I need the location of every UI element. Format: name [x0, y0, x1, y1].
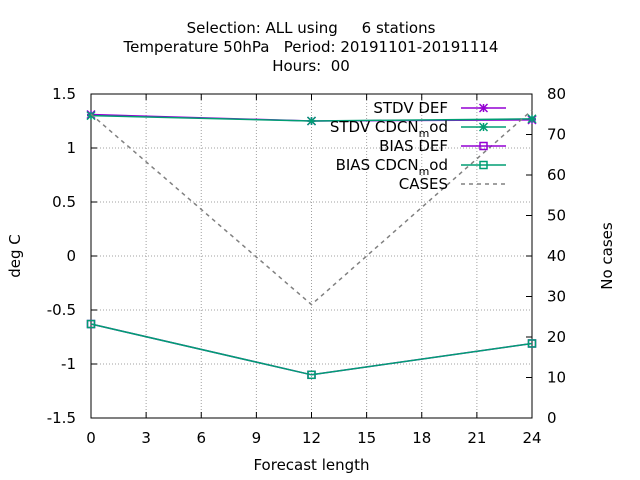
y2-axis-ticks: 0 10 20 30 40 50 60 70 80 — [526, 85, 566, 427]
y-tick-label: 0 — [66, 247, 76, 265]
x-axis-ticks: 0 3 6 9 12 15 18 21 24 — [86, 94, 542, 447]
x-tick-label: 0 — [86, 429, 96, 447]
grid — [91, 94, 532, 418]
series-line — [90, 323, 533, 376]
legend-label: STDV DEF — [373, 99, 448, 117]
y2-tick-label: 40 — [547, 247, 566, 265]
data-point — [306, 116, 317, 126]
y-axis-label: deg C — [6, 234, 24, 278]
legend-label: BIAS CDCNmod — [336, 156, 448, 178]
data-point — [527, 114, 537, 124]
y-tick-label: 1 — [66, 139, 76, 157]
y2-tick-label: 0 — [547, 409, 557, 427]
legend-subscript: m — [419, 127, 430, 140]
legend-marker — [478, 103, 489, 113]
x-tick-label: 24 — [522, 429, 541, 447]
series-line — [90, 109, 533, 306]
x-tick-label: 9 — [252, 429, 262, 447]
y-tick-label: 1.5 — [52, 85, 76, 103]
y2-tick-label: 60 — [547, 166, 566, 184]
legend-label: BIAS DEF — [379, 137, 448, 155]
legend-label: CASES — [399, 175, 448, 193]
y2-tick-label: 50 — [547, 207, 566, 225]
x-tick-label: 3 — [141, 429, 151, 447]
x-tick-label: 21 — [467, 429, 486, 447]
legend-subscript: m — [419, 165, 430, 178]
legend-name: STDV DEF — [373, 99, 448, 117]
legend-marker — [479, 141, 488, 151]
legend-suffix: od — [429, 118, 448, 136]
y-tick-label: 0.5 — [52, 193, 76, 211]
x-tick-label: 6 — [196, 429, 206, 447]
data-point — [527, 339, 537, 348]
y-tick-label: -1 — [61, 355, 76, 373]
legend-name: BIAS DEF — [379, 137, 448, 155]
data-point — [86, 111, 96, 121]
y2-tick-label: 80 — [547, 85, 566, 103]
series — [86, 109, 537, 380]
x-tick-label: 12 — [302, 429, 321, 447]
data-point — [86, 319, 96, 329]
data-point — [307, 370, 316, 380]
y2-tick-label: 70 — [547, 126, 566, 144]
y2-axis-label: No cases — [598, 222, 616, 290]
legend-name: BIAS CDCN — [336, 156, 419, 174]
y-tick-label: -0.5 — [47, 301, 76, 319]
title-line: Temperature 50hPa Period: 20191101-20191… — [123, 38, 499, 56]
y2-tick-label: 20 — [547, 328, 566, 346]
title-line: Selection: ALL using 6 stations — [187, 19, 436, 37]
x-tick-label: 18 — [412, 429, 431, 447]
chart-title: Selection: ALL using 6 stationsTemperatu… — [123, 19, 499, 75]
legend-marker — [479, 160, 488, 170]
legend-name: CASES — [399, 175, 448, 193]
title-line: Hours: 00 — [272, 57, 350, 75]
legend-name: STDV CDCN — [330, 118, 419, 136]
y2-tick-label: 30 — [547, 288, 566, 306]
legend-suffix: od — [429, 156, 448, 174]
y-axis-ticks: -1.5 -1 -0.5 0 0.5 1 1.5 — [47, 85, 97, 427]
legend-marker — [478, 122, 489, 132]
x-axis-label: Forecast length — [253, 456, 369, 474]
legend-label: STDV CDCNmod — [330, 118, 448, 140]
y-tick-label: -1.5 — [47, 409, 76, 427]
x-tick-label: 15 — [357, 429, 376, 447]
y2-tick-label: 10 — [547, 369, 566, 387]
